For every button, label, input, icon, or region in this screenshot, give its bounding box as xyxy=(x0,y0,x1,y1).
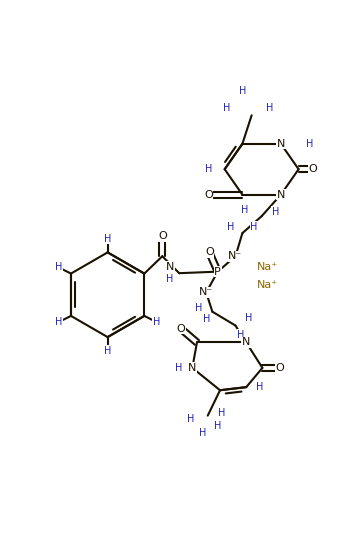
Text: N: N xyxy=(277,139,285,149)
Text: N: N xyxy=(242,337,251,348)
Text: H: H xyxy=(199,428,206,438)
Text: Na⁺: Na⁺ xyxy=(257,280,279,290)
Text: N: N xyxy=(166,262,174,272)
Text: N⁻: N⁻ xyxy=(199,287,213,298)
Text: H: H xyxy=(205,164,212,174)
Text: H: H xyxy=(55,317,62,327)
Text: N: N xyxy=(166,262,174,272)
Text: O: O xyxy=(204,190,213,200)
Text: H: H xyxy=(241,205,248,215)
Text: O: O xyxy=(158,231,167,241)
Text: N: N xyxy=(188,363,196,373)
Text: N: N xyxy=(242,337,251,348)
Text: H: H xyxy=(166,274,174,285)
Text: H: H xyxy=(104,346,111,356)
Text: P: P xyxy=(214,267,221,277)
Text: H: H xyxy=(250,222,258,232)
Text: Na⁺: Na⁺ xyxy=(257,280,279,290)
Text: H: H xyxy=(218,409,225,418)
Text: O: O xyxy=(158,231,167,241)
Text: H: H xyxy=(55,262,62,273)
Text: H: H xyxy=(306,139,313,149)
Text: O: O xyxy=(176,324,185,333)
Text: N⁻: N⁻ xyxy=(199,287,213,298)
Text: Na⁺: Na⁺ xyxy=(257,262,279,272)
Text: H: H xyxy=(223,103,230,113)
Text: H: H xyxy=(245,313,252,323)
Text: O: O xyxy=(276,363,284,373)
Text: H: H xyxy=(187,415,194,424)
Text: H: H xyxy=(266,103,273,113)
Text: H: H xyxy=(104,233,111,244)
Text: H: H xyxy=(227,222,235,232)
Text: H: H xyxy=(239,86,247,96)
Text: N: N xyxy=(277,139,285,149)
Text: H: H xyxy=(239,86,247,96)
Text: O: O xyxy=(276,363,284,373)
Text: N: N xyxy=(188,363,196,373)
Text: H: H xyxy=(175,363,182,373)
Text: H: H xyxy=(214,421,221,431)
Text: O: O xyxy=(309,164,318,174)
Text: O: O xyxy=(204,190,213,200)
Text: N: N xyxy=(277,190,285,200)
Text: H: H xyxy=(195,303,202,313)
Text: H: H xyxy=(166,274,174,285)
Text: H: H xyxy=(272,207,279,217)
Text: P: P xyxy=(214,267,221,277)
Text: H: H xyxy=(153,317,160,327)
Text: N: N xyxy=(277,190,285,200)
Text: O: O xyxy=(309,164,318,174)
Text: O: O xyxy=(205,248,214,257)
Text: H: H xyxy=(257,382,264,392)
Text: H: H xyxy=(205,164,212,174)
Text: O: O xyxy=(176,324,185,333)
Text: N⁻: N⁻ xyxy=(228,251,243,261)
Text: H: H xyxy=(202,314,210,324)
Text: H: H xyxy=(237,330,245,340)
Text: H: H xyxy=(266,103,273,113)
Text: H: H xyxy=(306,139,313,149)
Text: O: O xyxy=(205,248,214,257)
Text: Na⁺: Na⁺ xyxy=(257,262,279,272)
Text: H: H xyxy=(223,103,230,113)
Text: N⁻: N⁻ xyxy=(228,251,243,261)
